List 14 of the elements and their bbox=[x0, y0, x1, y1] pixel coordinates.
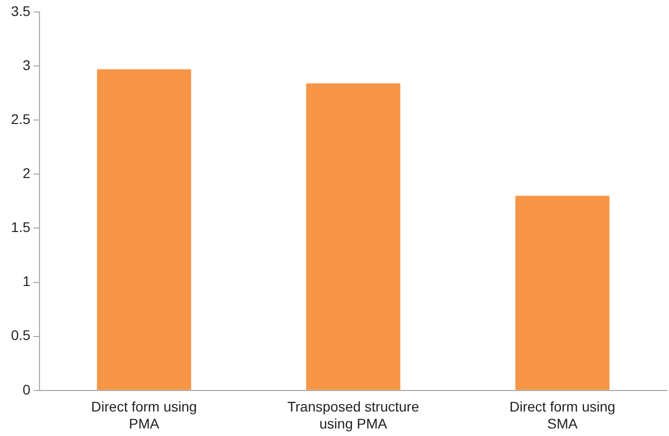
y-tick-label: 2.5 bbox=[10, 110, 31, 127]
bar bbox=[306, 83, 400, 390]
x-tick-label: Transposed structure using PMA bbox=[287, 398, 420, 432]
y-tick-label: 2 bbox=[22, 165, 31, 182]
y-tick-label: 1.5 bbox=[10, 219, 31, 236]
y-tick-label: 0 bbox=[22, 381, 31, 398]
y-tick-label: 0.5 bbox=[10, 327, 31, 344]
y-tick-label: 1 bbox=[22, 273, 31, 290]
y-tick-label: 3.5 bbox=[10, 2, 31, 19]
bar bbox=[515, 196, 610, 390]
bar bbox=[96, 69, 192, 390]
x-tick-label: Direct form using SMA bbox=[510, 398, 616, 432]
y-tick-label: 3 bbox=[22, 56, 31, 73]
x-tick-label: Direct form using PMA bbox=[91, 398, 197, 432]
